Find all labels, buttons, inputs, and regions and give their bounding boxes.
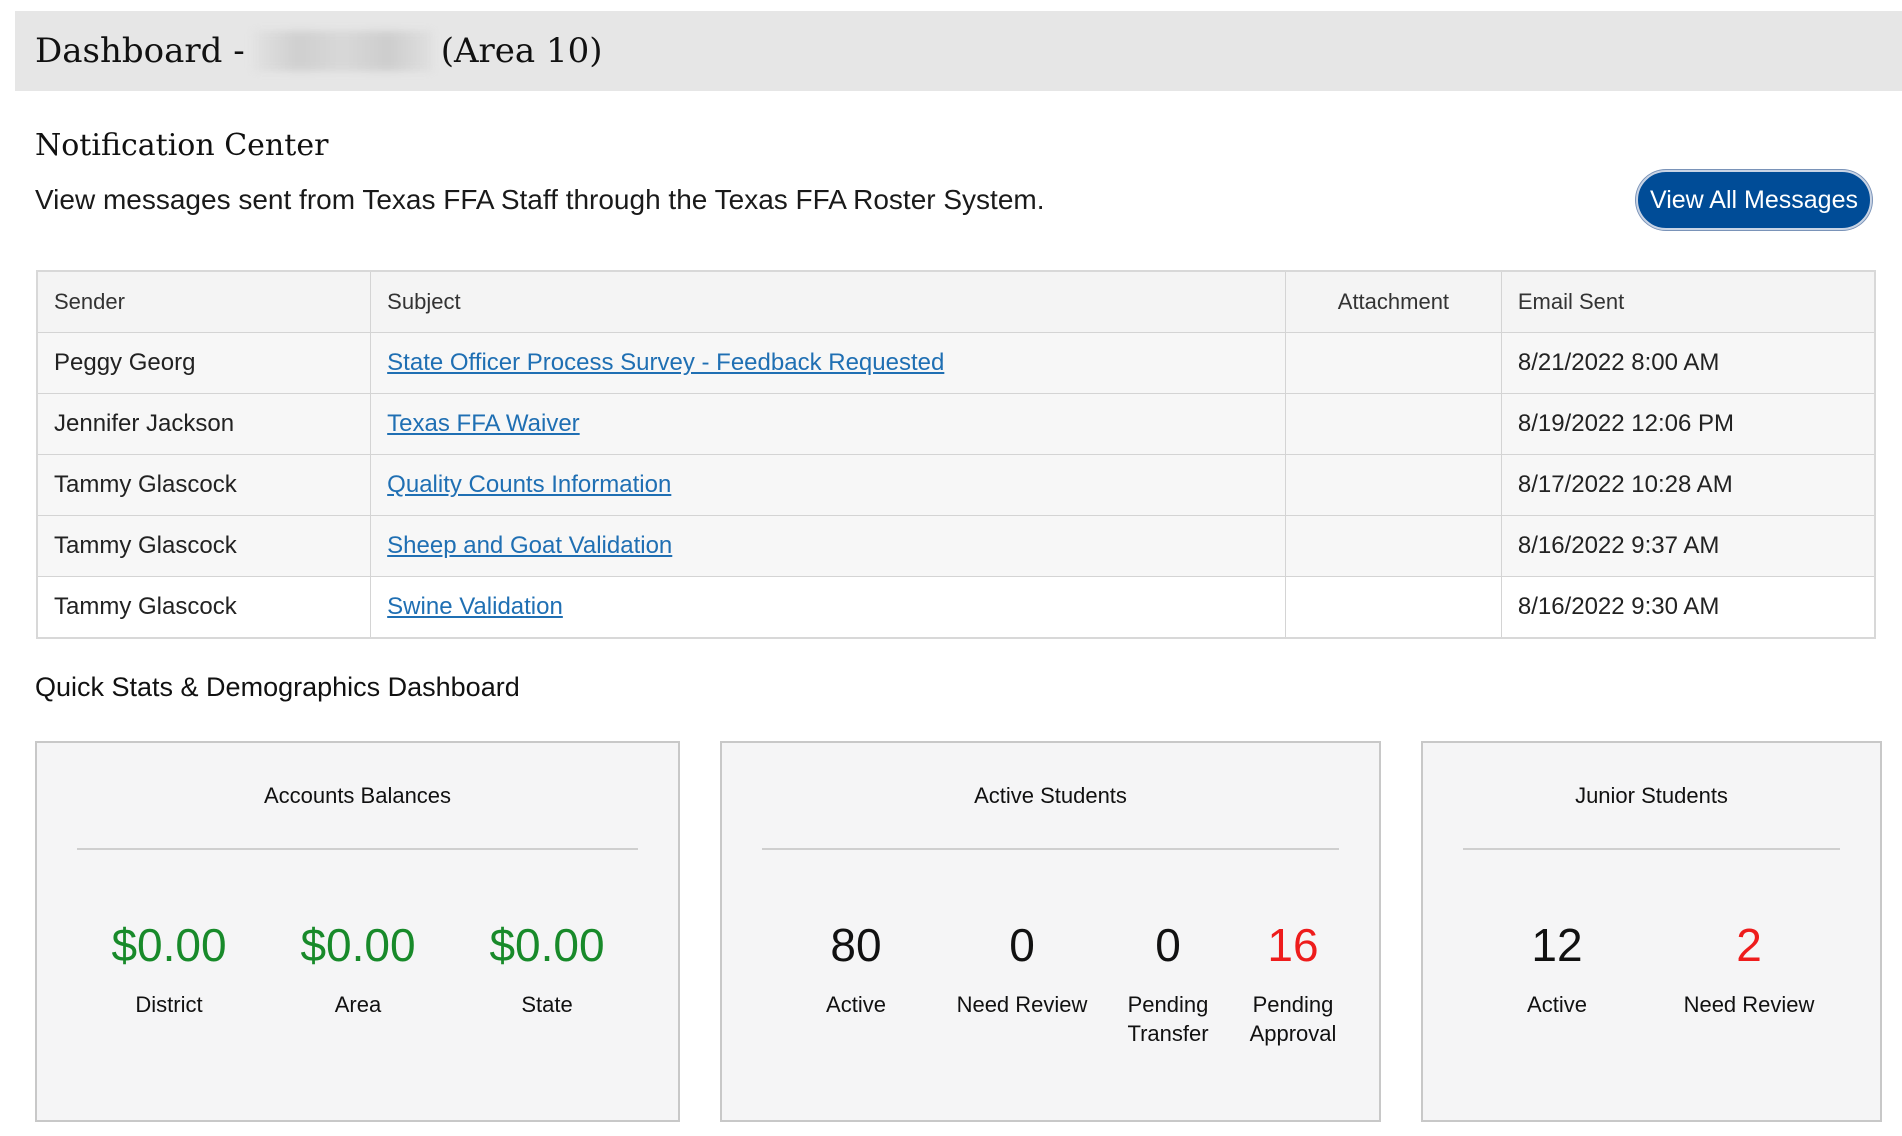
stat-value: 2 [1736,919,1762,971]
junior-students-card: Junior Students 12 Active 2 Need Review [1421,741,1882,1122]
card-divider [77,848,638,850]
stat-label: State [521,992,573,1017]
card-title: Junior Students [1575,783,1728,808]
email-sent-cell: 8/17/2022 10:28 AM [1500,454,1876,516]
accounts-balances-card: Accounts Balances $0.00 District $0.00 A… [35,741,680,1122]
table-row: Tammy Glascock Swine Validation 8/16/202… [36,576,1876,639]
sender-cell: Jennifer Jackson [36,393,372,455]
column-header-sender[interactable]: Sender [36,270,372,333]
view-all-messages-button[interactable]: View All Messages [1636,170,1872,230]
card-title: Active Students [974,783,1127,808]
subject-link[interactable]: Quality Counts Information [387,471,672,498]
stat-value: $0.00 [300,919,416,971]
district-balance-stat: $0.00 District [111,918,226,1019]
messages-table: Sender Subject Attachment Email Sent Peg… [36,270,1876,639]
card-title: Accounts Balances [263,783,452,808]
page-title-area: (Area 10) [440,31,603,71]
stat-label: Need Review [1683,992,1815,1017]
table-header-row: Sender Subject Attachment Email Sent [36,270,1876,333]
stat-label: Area [334,992,382,1017]
table-row: Jennifer Jackson Texas FFA Waiver 8/19/2… [36,393,1876,455]
junior-active-count-stat: 12 Active [1527,918,1587,1019]
subject-link[interactable]: State Officer Process Survey - Feedback … [387,349,945,376]
active-count-stat: 80 Active [826,918,886,1019]
attachment-cell [1284,332,1502,394]
subject-link[interactable]: Sheep and Goat Validation [387,532,673,559]
subject-cell: Texas FFA Waiver [370,393,1286,455]
column-header-email-sent[interactable]: Email Sent [1500,270,1876,333]
subject-cell: State Officer Process Survey - Feedback … [370,332,1286,394]
email-sent-cell: 8/19/2022 12:06 PM [1500,393,1876,455]
stat-label: Active [826,992,886,1017]
notification-center-title: Notification Center [35,128,329,163]
need-review-count-stat: 0 Need Review [957,918,1088,1019]
stat-value: $0.00 [489,919,605,971]
sender-cell: Peggy Georg [36,332,372,394]
email-sent-cell: 8/16/2022 9:30 AM [1500,576,1876,639]
column-header-subject[interactable]: Subject [370,270,1286,333]
stat-value: $0.00 [111,919,227,971]
card-divider [762,848,1339,850]
stat-label: Pending Approval [1249,992,1337,1046]
page-header: Dashboard - (Area 10) [15,11,1902,91]
column-header-attachment[interactable]: Attachment [1284,270,1502,333]
page-title-prefix: Dashboard - [35,31,245,71]
pending-approval-count-stat: 16 Pending Approval [1243,918,1343,1048]
email-sent-cell: 8/21/2022 8:00 AM [1500,332,1876,394]
sender-cell: Tammy Glascock [36,576,372,639]
table-row: Tammy Glascock Sheep and Goat Validation… [36,515,1876,577]
attachment-cell [1284,576,1502,639]
stat-value: 16 [1267,919,1319,971]
state-balance-stat: $0.00 State [489,918,604,1019]
stat-label: District [135,992,203,1017]
stat-label: Active [1527,992,1587,1017]
active-students-card: Active Students 80 Active 0 Need Review … [720,741,1381,1122]
table-row: Peggy Georg State Officer Process Survey… [36,332,1876,394]
stat-value: 12 [1531,919,1583,971]
stat-value: 80 [830,919,882,971]
subject-link[interactable]: Texas FFA Waiver [387,410,580,437]
pending-transfer-count-stat: 0 Pending Transfer [1123,918,1213,1048]
quick-stats-title: Quick Stats & Demographics Dashboard [35,672,520,702]
redacted-chapter-name [252,31,433,71]
email-sent-cell: 8/16/2022 9:37 AM [1500,515,1876,577]
subject-cell: Quality Counts Information [370,454,1286,516]
attachment-cell [1284,515,1502,577]
subject-link[interactable]: Swine Validation [387,593,563,620]
attachment-cell [1284,454,1502,516]
sender-cell: Tammy Glascock [36,454,372,516]
stat-value: 0 [1009,919,1035,971]
stat-value: 0 [1155,919,1181,971]
area-balance-stat: $0.00 Area [300,918,415,1019]
sender-cell: Tammy Glascock [36,515,372,577]
subject-cell: Swine Validation [370,576,1286,639]
attachment-cell [1284,393,1502,455]
card-divider [1463,848,1840,850]
junior-need-review-count-stat: 2 Need Review [1684,918,1815,1019]
subject-cell: Sheep and Goat Validation [370,515,1286,577]
stat-label: Need Review [956,992,1088,1017]
table-row: Tammy Glascock Quality Counts Informatio… [36,454,1876,516]
stat-label: Pending Transfer [1127,992,1209,1046]
notification-center-description: View messages sent from Texas FFA Staff … [35,184,1045,215]
